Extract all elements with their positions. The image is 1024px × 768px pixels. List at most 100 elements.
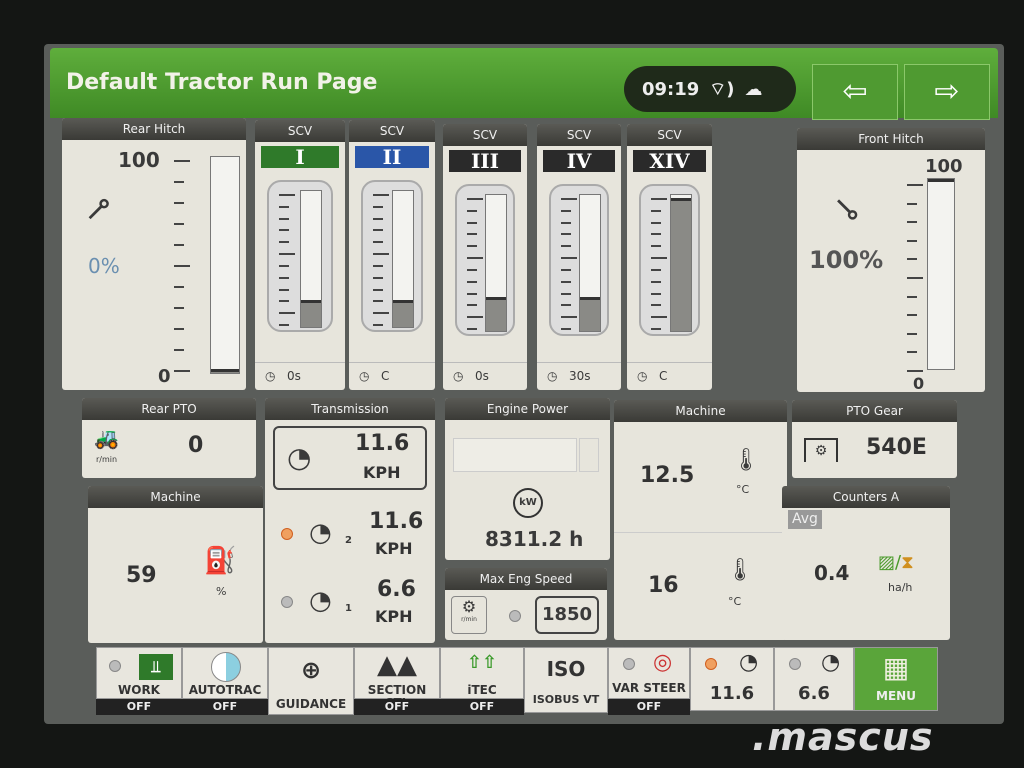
guidance-button[interactable]: ⊕ GUIDANCE: [268, 647, 354, 715]
tick-mark: [907, 258, 917, 261]
scv-panel-4[interactable]: SCV IV ◷ 30s: [537, 124, 621, 390]
scv-panel-1[interactable]: SCV I ◷ 0s: [255, 120, 345, 390]
tick-mark: [561, 280, 571, 283]
tick-mark: [373, 194, 389, 196]
section-control-button[interactable]: ▲▲SECTION CTL: [354, 647, 440, 710]
scv-panel-5[interactable]: SCV XIV ◷ C: [627, 124, 712, 390]
tick-mark: [467, 316, 483, 319]
autotrac-state: OFF: [182, 699, 268, 715]
set-speed-2-number: 2: [345, 535, 352, 546]
work-state: OFF: [96, 699, 182, 715]
panel-title: SCV: [537, 124, 621, 146]
tick-mark: [561, 304, 571, 307]
tick-mark: [561, 245, 571, 248]
gauge-fill: [580, 297, 600, 331]
power-bar-reserve: [579, 438, 599, 472]
timer-value: 0s: [286, 369, 301, 383]
scv-label: I: [261, 146, 339, 168]
tick-mark: [174, 223, 184, 225]
cloud-transfer-icon: ☁: [744, 79, 763, 100]
scv-panel-2[interactable]: SCV II ◷ C: [349, 120, 435, 390]
tick-mark: [561, 198, 577, 200]
tick-mark: [467, 292, 477, 295]
tick-mark: [907, 184, 923, 186]
coolant-temp-value: 12.5: [640, 463, 695, 488]
tick-mark: [279, 324, 289, 326]
set-speed-1-button[interactable]: ◔ 6.6: [774, 647, 854, 711]
autotrac-button[interactable]: AUTOTRAC: [182, 647, 268, 699]
front-hitch-value: 100%: [809, 246, 884, 274]
scv-timer[interactable]: ◷ 0s: [255, 362, 345, 390]
clock-time: 09:19: [642, 79, 700, 100]
tick-mark: [651, 304, 661, 307]
panel-title: SCV: [627, 124, 712, 146]
front-hitch-panel[interactable]: Front Hitch ⊸ 100% 100 0: [797, 128, 985, 392]
scale-max: 100: [118, 148, 160, 172]
machine-fuel-panel[interactable]: Machine 59 ⛽ %: [88, 486, 263, 643]
set-speed-2-icon[interactable]: ◔: [309, 518, 332, 548]
scv-timer[interactable]: ◷ C: [627, 362, 712, 390]
engine-power-panel[interactable]: Engine Power kW 8311.2 h: [445, 398, 610, 560]
scv-timer[interactable]: ◷ 0s: [443, 362, 527, 390]
itec-button[interactable]: ⇧⇧ iTEC: [440, 647, 524, 699]
timer-clock-icon: ◷: [453, 369, 464, 383]
variable-steer-button[interactable]: ◎ VAR STEER: [608, 647, 690, 699]
max-engine-speed-value[interactable]: 1850: [535, 596, 599, 634]
set-speed-1-icon[interactable]: ◔: [309, 586, 332, 616]
max-engine-speed-panel[interactable]: Max Eng Speed ⚙ r/min 1850: [445, 568, 607, 640]
gauge-fill: [301, 299, 321, 327]
tick-mark: [279, 264, 289, 267]
tick-mark: [467, 221, 477, 224]
divider: [614, 532, 787, 533]
work-button[interactable]: ⫫ WORK: [96, 647, 182, 699]
rpm-unit: r/min: [461, 616, 477, 624]
menu-grid-icon: ▦: [882, 651, 910, 684]
var-steer-indicator: [623, 658, 635, 670]
set-speed-1-indicator: [281, 596, 293, 608]
counters-panel[interactable]: Counters A Avg 0.4 ▨/⧗ ha/h: [782, 486, 950, 640]
tick-mark: [561, 221, 571, 224]
tick-mark: [907, 277, 923, 279]
rear-hitch-panel[interactable]: Rear Hitch ⊸ 0% 100 0: [62, 118, 246, 390]
scv-timer[interactable]: ◷ 30s: [537, 362, 621, 390]
set-speed-1-number: 1: [345, 603, 352, 614]
hitch-arm-icon: ⊸: [74, 184, 123, 234]
section-control-state: OFF: [354, 699, 440, 715]
transmission-panel[interactable]: Transmission ◔ 11.6 KPH ◔ 2 11.6 KPH ◔ 1…: [265, 398, 435, 643]
temp-unit: °C: [728, 595, 742, 608]
mascus-watermark: .mascus: [752, 715, 934, 759]
pto-gear-panel[interactable]: PTO Gear ⚙ 540E: [792, 400, 957, 478]
tick-mark: [561, 328, 571, 330]
status-pill[interactable]: 09:19 ⌔) ☁: [624, 66, 796, 112]
timer-value: 0s: [474, 369, 489, 383]
scv-flow-gauge: [485, 194, 507, 332]
set-speed-2-button[interactable]: ◔ 11.6: [690, 647, 774, 711]
set-speed-1-value: 6.6: [377, 577, 416, 602]
panel-title: Rear PTO: [82, 398, 256, 420]
rear-pto-panel[interactable]: Rear PTO 🚜 r/min 0: [82, 398, 256, 478]
scv-panel-3[interactable]: SCV III ◷ 0s: [443, 124, 527, 390]
forward-button[interactable]: ⇨: [904, 64, 990, 120]
menu-button[interactable]: ▦ MENU: [854, 647, 938, 711]
isobus-vt-button[interactable]: ISO ISOBUS VT: [524, 647, 608, 713]
tick-mark: [279, 229, 289, 232]
tick-mark: [373, 276, 383, 279]
tick-mark: [651, 268, 661, 271]
steering-wheel-icon: ◎: [653, 650, 673, 675]
tick-mark: [561, 233, 571, 236]
machine-temp-panel[interactable]: Machine 12.5 🌡 °C 16 🌡 °C: [614, 400, 787, 640]
engine-speed-button[interactable]: ⚙ r/min: [451, 596, 487, 634]
back-button[interactable]: ⇦: [812, 64, 898, 120]
tick-mark: [467, 233, 477, 236]
tick-mark: [373, 324, 383, 326]
tick-mark: [651, 245, 661, 248]
scv-timer[interactable]: ◷ C: [349, 362, 435, 390]
button-value: 6.6: [798, 683, 830, 704]
set-speed-1-indicator: [789, 658, 801, 670]
ground-speed-value: 11.6: [355, 431, 410, 456]
rear-hitch-value: 0%: [88, 254, 120, 278]
tick-mark: [651, 257, 667, 260]
tick-mark: [174, 286, 184, 288]
panel-title: Front Hitch: [797, 128, 985, 150]
button-label: iTEC: [467, 683, 497, 697]
